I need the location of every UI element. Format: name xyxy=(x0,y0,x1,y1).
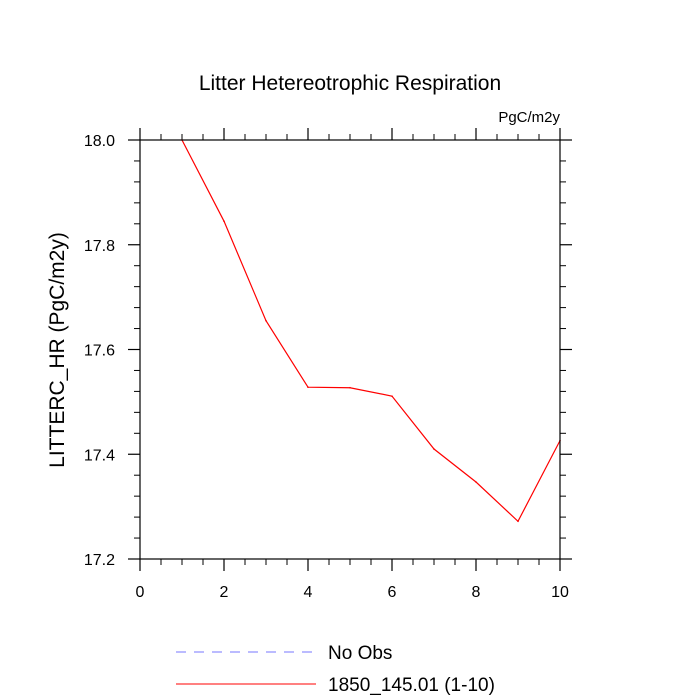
series-line xyxy=(181,139,561,523)
y-tick-label: 18.0 xyxy=(84,133,115,150)
x-tick-label: 2 xyxy=(220,584,229,601)
data-point xyxy=(307,386,309,389)
x-tick-label: 0 xyxy=(136,584,145,601)
x-tick-label: 10 xyxy=(551,584,569,601)
data-point xyxy=(391,395,393,397)
series-layer xyxy=(181,139,561,523)
y-tick-label: 17.6 xyxy=(84,343,115,360)
data-point xyxy=(517,520,519,523)
y-tick-label: 17.2 xyxy=(84,552,115,569)
x-tick-label: 6 xyxy=(388,584,397,601)
data-point xyxy=(349,386,351,389)
y-tick-label: 17.8 xyxy=(84,238,115,255)
x-tick-label: 8 xyxy=(472,584,481,601)
chart-title: Litter Hetereotrophic Respiration xyxy=(199,72,501,95)
y-tick-label: 17.4 xyxy=(84,447,115,464)
plot-frame xyxy=(139,139,561,560)
data-point xyxy=(433,448,435,450)
axis-ticks: 0 2 4 6 8 10 17.2 17.4 17.6 17.8 18.0 xyxy=(84,128,572,601)
data-point xyxy=(475,481,477,483)
legend-label: 1850_145.01 (1-10) xyxy=(328,675,495,696)
units-label: PgC/m2y xyxy=(498,109,560,126)
x-tick-label: 4 xyxy=(304,584,313,601)
legend: No Obs 1850_145.01 (1-10) xyxy=(176,643,495,696)
legend-label: No Obs xyxy=(328,643,392,664)
y-axis-label: LITTERC_HR (PgC/m2y) xyxy=(46,232,69,468)
data-point xyxy=(223,220,225,222)
data-point xyxy=(265,319,267,322)
